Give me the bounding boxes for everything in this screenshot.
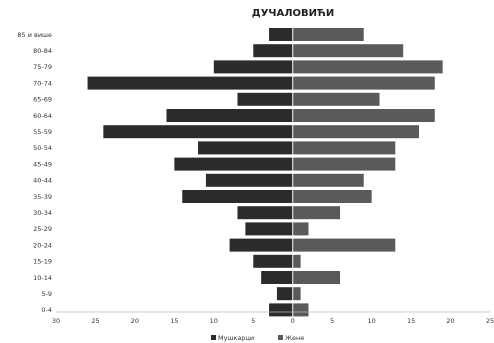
bar-female-60-64	[292, 109, 435, 122]
bar-female-85-и-више	[292, 28, 364, 41]
y-tick-label: 25-29	[33, 225, 52, 233]
y-tick-label: 0-4	[41, 306, 52, 314]
legend: Мушкарци Жене	[211, 334, 304, 342]
y-tick-label: 60-64	[33, 112, 52, 120]
x-tick-label: 15	[407, 317, 415, 325]
x-tick-label: 20	[131, 317, 139, 325]
y-tick-labels: 0-4 5-9 10-14 15-19 20-24 25-29 30-34 35-39 40-4…	[17, 31, 52, 314]
legend-label: Жене	[285, 334, 304, 342]
bar-male-55-59	[103, 125, 293, 139]
x-tick-label: 20	[446, 317, 454, 325]
bar-male-40-44	[205, 173, 293, 187]
x-tick-labels: 30 25 20 15 10 5 0 5 10 15 20 25	[52, 317, 494, 325]
bar-female-30-34	[292, 206, 341, 220]
y-tick-label: 5-9	[41, 290, 52, 298]
legend-label: Мушкарци	[218, 334, 254, 342]
bar-male-65-69	[237, 92, 293, 106]
bar-female-5-9	[292, 287, 301, 301]
x-tick-label: 0	[291, 317, 295, 325]
legend-swatch	[278, 335, 283, 340]
y-tick-label: 30-34	[33, 209, 52, 217]
legend-swatch	[211, 335, 216, 340]
y-tick-label: 40-44	[33, 177, 52, 185]
bar-male-75-79	[213, 60, 293, 74]
bar-male-70-74	[87, 76, 293, 90]
x-tick-label: 5	[330, 317, 334, 325]
y-tick-label: 35-39	[33, 193, 52, 201]
x-tick-label: 15	[170, 317, 178, 325]
bar-female-50-54	[292, 141, 396, 155]
bar-male-60-64	[166, 109, 293, 122]
y-tick-label: 55-59	[33, 128, 52, 136]
y-tick-label: 45-49	[33, 160, 52, 168]
x-tick-label: 10	[367, 317, 375, 325]
bar-male-25-29	[245, 222, 293, 236]
y-tick-label: 80-84	[33, 47, 52, 55]
x-tick-label: 30	[52, 317, 60, 325]
x-tick-label: 5	[251, 317, 255, 325]
bar-male-30-34	[237, 206, 293, 220]
x-tick-label: 25	[486, 317, 494, 325]
chart-title: ДУЧАЛОВИЋИ	[252, 8, 334, 19]
y-tick-label: 50-54	[33, 144, 52, 152]
bar-male-50-54	[198, 141, 293, 155]
bar-female-40-44	[292, 173, 364, 187]
bar-female-65-69	[292, 92, 380, 106]
y-tick-label: 15-19	[33, 258, 52, 266]
bar-male-85-и-више	[269, 28, 293, 41]
bar-male-20-24	[229, 238, 293, 252]
y-tick-label: 75-79	[33, 63, 52, 71]
bar-female-80-84	[292, 44, 404, 58]
bar-female-45-49	[292, 157, 396, 171]
bar-female-0-4	[292, 303, 309, 317]
x-tick-label: 10	[210, 317, 218, 325]
bar-female-20-24	[292, 238, 396, 252]
bar-male-15-19	[253, 254, 293, 268]
bar-female-55-59	[292, 125, 419, 139]
bar-male-0-4	[269, 303, 293, 317]
bar-male-35-39	[182, 190, 293, 203]
bar-male-5-9	[276, 287, 293, 301]
y-tick-label: 20-24	[33, 241, 52, 249]
bar-female-15-19	[292, 254, 301, 268]
x-tick-label: 25	[91, 317, 99, 325]
y-tick-label: 65-69	[33, 96, 52, 104]
bar-female-70-74	[292, 76, 435, 90]
bar-male-10-14	[261, 271, 293, 284]
bar-female-75-79	[292, 60, 443, 74]
y-tick-label: 85 и више	[17, 31, 52, 39]
bar-female-25-29	[292, 222, 309, 236]
bar-female-35-39	[292, 190, 372, 203]
bar-male-80-84	[253, 44, 293, 58]
y-tick-label: 70-74	[33, 79, 52, 87]
bar-male-45-49	[174, 157, 293, 171]
bar-female-10-14	[292, 271, 341, 284]
y-tick-label: 10-14	[33, 274, 52, 282]
bars-group	[87, 26, 443, 320]
